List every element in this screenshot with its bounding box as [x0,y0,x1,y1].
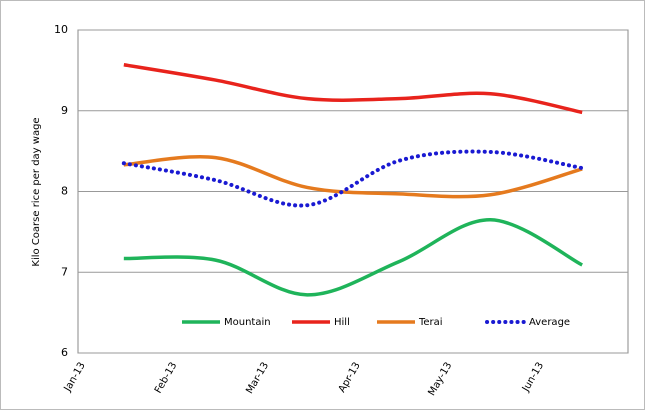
y-tick-label: 9 [61,104,68,117]
y-tick-label: 10 [54,23,68,36]
series-line [123,62,583,115]
legend-label: Hill [334,317,350,328]
legend-label: Average [529,317,570,328]
series-line [121,149,585,208]
y-tick-label: 8 [61,185,68,198]
series-line [123,155,583,199]
legend-label: Terai [418,317,443,328]
y-tick-label: 7 [61,265,68,278]
legend-label: Mountain [224,317,271,328]
y-axis-label: Kilo Coarse rice per day wage [31,117,42,266]
series-line [123,218,583,297]
y-tick-label: 6 [61,346,68,359]
